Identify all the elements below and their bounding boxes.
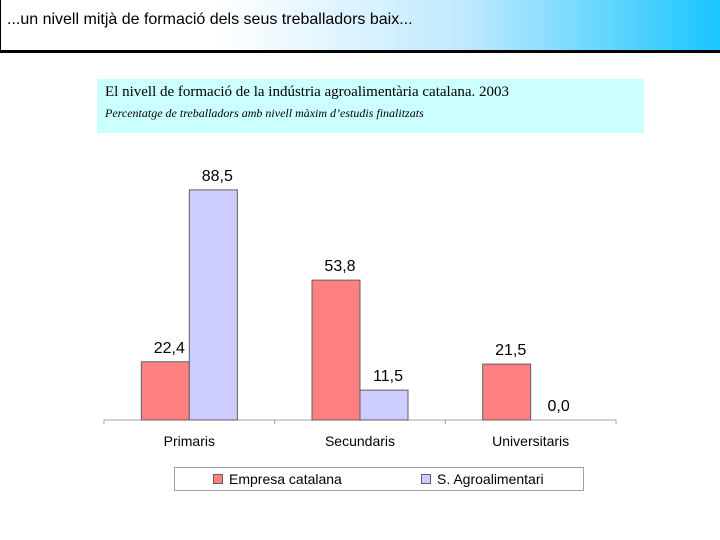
chart-subtitle: Percentatge de treballadors amb nivell m… (105, 106, 424, 120)
bar-empresa-universitaris (482, 363, 532, 421)
legend-item-empresa: Empresa catalana (213, 471, 342, 487)
legend-swatch-agro (421, 474, 431, 484)
x-tick-label: Primaris (164, 433, 215, 449)
data-label: 11,5 (373, 368, 403, 385)
x-tick-label: Secundaris (325, 433, 395, 449)
chart-title-box: El nivell de formació de la indústria ag… (97, 79, 644, 133)
chart-legend: Empresa catalana S. Agroalimentari (174, 467, 584, 491)
data-label: 21,5 (495, 342, 526, 359)
chart-title: El nivell de formació de la indústria ag… (105, 84, 510, 100)
data-label: 0,0 (548, 398, 570, 415)
bar-agro-secundaris (359, 389, 409, 421)
x-tick-label: Universitaris (492, 433, 569, 449)
bar-empresa-secundaris (311, 279, 361, 421)
bar-agro-primaris (188, 189, 238, 421)
legend-label-agro: S. Agroalimentari (437, 471, 544, 487)
slide-title: ...un nivell mitjà de formació dels seus… (7, 11, 413, 28)
data-label: 22,4 (154, 340, 185, 357)
data-label: 53,8 (324, 258, 355, 275)
legend-item-agro: S. Agroalimentari (421, 471, 544, 487)
data-label: 88,5 (202, 168, 233, 185)
legend-label-empresa: Empresa catalana (229, 471, 342, 487)
legend-swatch-empresa (213, 474, 223, 484)
bar-empresa-primaris (140, 361, 190, 421)
header-bar: ...un nivell mitjà de formació dels seus… (0, 0, 720, 53)
